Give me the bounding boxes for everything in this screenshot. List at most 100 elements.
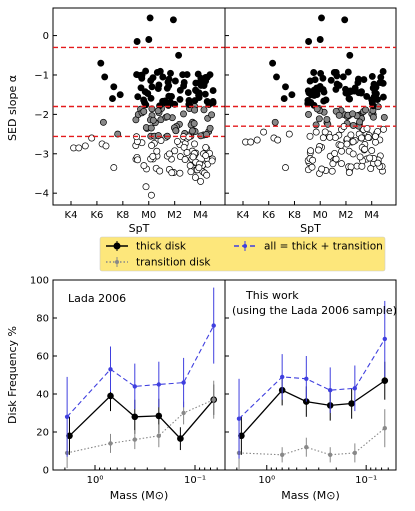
y-tick-label: 20	[36, 428, 49, 439]
data-point	[108, 367, 113, 372]
data-point	[309, 156, 317, 164]
data-point	[338, 147, 346, 155]
data-point	[101, 73, 109, 81]
data-point	[153, 147, 161, 155]
data-point	[137, 84, 145, 92]
panel-top-left: K4 K6 K8 M0 M2 M4 SpT 0 −1 −2 −3 −4 SED slope α	[6, 7, 226, 235]
data-point	[191, 97, 199, 105]
data-point	[180, 110, 187, 118]
data-point	[203, 171, 211, 179]
data-point	[133, 38, 141, 45]
data-point	[181, 156, 189, 163]
data-point	[141, 88, 149, 96]
data-point	[367, 165, 375, 173]
data-point	[335, 111, 343, 119]
data-point	[368, 147, 376, 155]
data-point	[171, 77, 179, 85]
data-point	[379, 93, 387, 101]
data-point	[200, 106, 208, 114]
data-point	[173, 137, 181, 145]
data-point	[311, 76, 319, 84]
x-axis-label: SpT	[129, 222, 150, 235]
y-axis-label: Disk Frequency %	[6, 326, 19, 424]
data-point	[372, 138, 379, 146]
data-point	[161, 97, 169, 105]
data-point	[238, 432, 245, 440]
data-point	[333, 80, 341, 88]
series-line	[69, 395, 215, 440]
data-point	[149, 74, 157, 82]
data-point	[148, 83, 156, 91]
plot-frame	[224, 279, 397, 471]
data-point	[364, 134, 372, 141]
data-point	[333, 72, 341, 80]
data-point	[190, 120, 198, 127]
data-point	[187, 168, 195, 176]
data-point	[339, 73, 347, 81]
data-point	[319, 86, 327, 94]
data-point	[132, 437, 137, 442]
data-point	[114, 130, 122, 138]
y-tick-label: 0	[43, 31, 49, 42]
data-point	[203, 98, 211, 105]
data-point	[316, 36, 324, 43]
data-point	[186, 162, 194, 170]
data-point	[154, 107, 162, 115]
series-line	[66, 325, 215, 418]
data-point	[352, 386, 357, 391]
y-tick-label: −1	[34, 70, 49, 81]
data-point	[307, 147, 315, 155]
data-point	[323, 115, 331, 123]
data-point	[202, 152, 210, 160]
y-axis-label: SED slope α	[6, 75, 19, 141]
data-point	[356, 153, 364, 161]
data-point	[206, 124, 214, 132]
data-point	[188, 127, 196, 135]
data-point	[136, 72, 144, 79]
x-tick-label: M2	[338, 210, 353, 221]
data-point	[148, 105, 156, 113]
data-point	[319, 134, 327, 142]
x-tick-label: 10⁰	[87, 475, 104, 486]
series-line	[238, 427, 386, 456]
data-point	[175, 51, 183, 59]
data-point	[368, 72, 376, 80]
data-point	[211, 397, 216, 402]
data-point	[370, 93, 378, 101]
data-point	[165, 75, 173, 83]
data-point	[147, 124, 155, 132]
data-point	[236, 416, 242, 421]
data-point	[132, 384, 137, 389]
data-point	[273, 73, 280, 81]
data-point	[280, 452, 285, 457]
data-point	[282, 164, 289, 172]
data-point	[280, 95, 288, 103]
x-tick-label: M4	[364, 210, 379, 221]
data-point	[379, 68, 387, 75]
data-point	[148, 142, 156, 149]
panel-annotation: (using the Lada 2006 sample)	[232, 304, 397, 317]
data-point	[358, 134, 365, 142]
data-point	[156, 382, 161, 387]
data-point	[360, 76, 368, 84]
data-point	[247, 138, 255, 146]
data-point	[282, 83, 289, 91]
data-point	[348, 400, 355, 407]
x-tick-label: 10⁻¹	[184, 475, 206, 486]
data-point	[81, 142, 89, 150]
data-point	[191, 140, 198, 148]
data-point	[318, 14, 325, 22]
x-tick-label: 10⁰	[258, 475, 275, 486]
legend-label: thick disk	[136, 241, 187, 253]
data-point	[149, 116, 157, 124]
data-point	[303, 398, 310, 405]
data-point	[66, 432, 73, 440]
data-point	[260, 128, 268, 136]
data-point	[312, 121, 320, 129]
data-point	[177, 435, 184, 442]
data-point	[331, 149, 339, 157]
data-point	[349, 121, 357, 129]
data-point	[107, 392, 114, 400]
data-point	[317, 69, 325, 77]
data-point	[310, 69, 318, 76]
